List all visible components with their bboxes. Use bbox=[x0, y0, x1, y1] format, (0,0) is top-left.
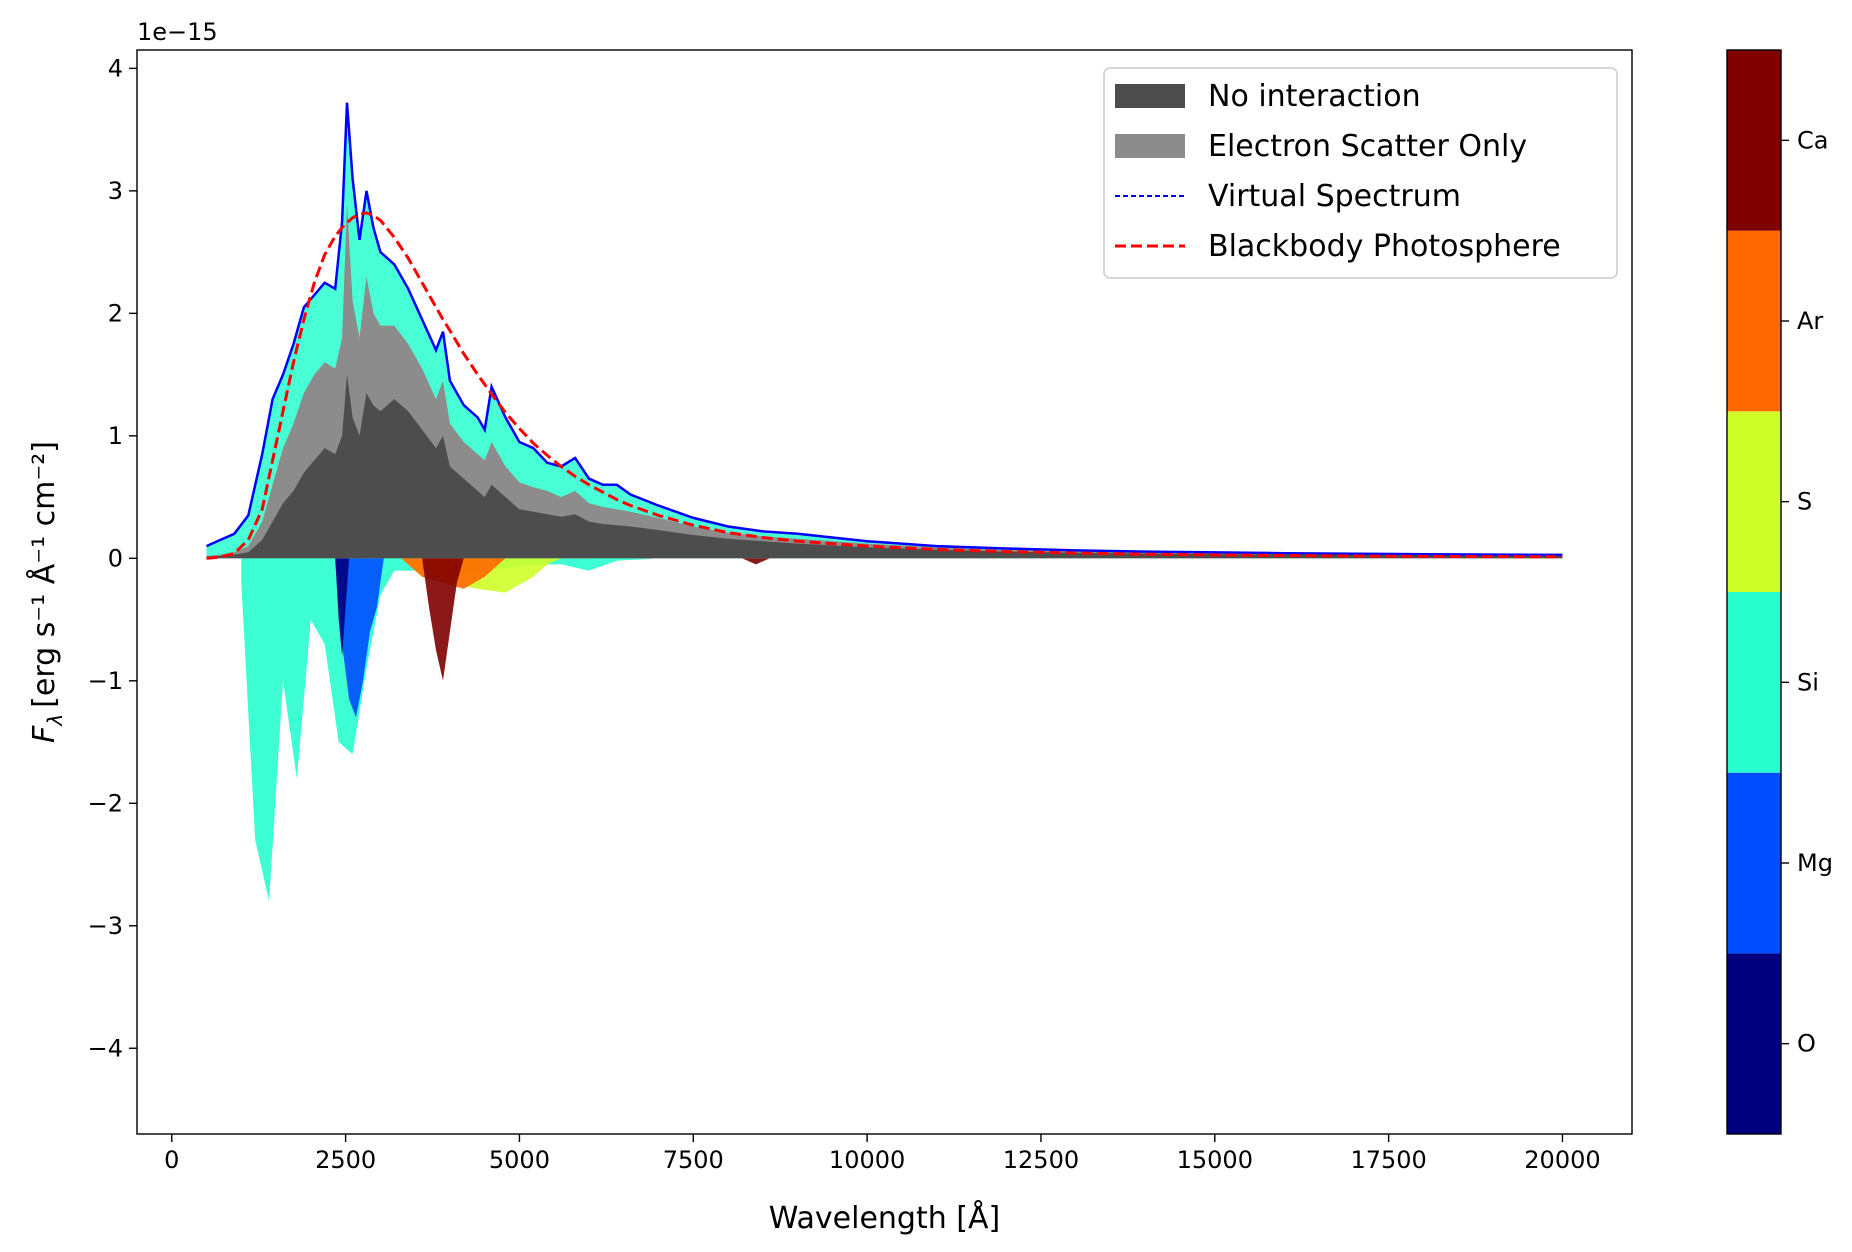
x-axis-label: Wavelength [Å] bbox=[769, 1200, 1000, 1236]
element-area-negative-o bbox=[335, 558, 350, 657]
plot-frame bbox=[136, 49, 1633, 1135]
x-tick-label: 10000 bbox=[829, 1146, 905, 1174]
colorbar-segment-s bbox=[1727, 411, 1781, 592]
legend-box bbox=[1103, 67, 1618, 279]
y-axis-ticks: −4 −3 −2 −1 0 1 2 3 4 bbox=[88, 54, 137, 1062]
legend-label-virtual-spectrum: Virtual Spectrum bbox=[1208, 179, 1461, 214]
colorbar-segment-o bbox=[1727, 953, 1781, 1134]
colorbar: O Mg Si S Ar Ca bbox=[1726, 49, 1833, 1135]
colorbar-label: Mg bbox=[1797, 849, 1833, 877]
colorbar-segment-ca bbox=[1727, 50, 1781, 231]
y-tick-label: −1 bbox=[88, 667, 123, 695]
colorbar-frame bbox=[1726, 49, 1782, 1135]
y-tick-label: 3 bbox=[108, 177, 123, 205]
line-blackbody-photosphere bbox=[206, 211, 1563, 560]
x-tick-label: 2500 bbox=[315, 1146, 376, 1174]
colorbar-segment-ar bbox=[1727, 230, 1781, 412]
colorbar-segment-mg bbox=[1727, 772, 1781, 954]
legend-label-no-interaction: No interaction bbox=[1208, 79, 1421, 114]
y-axis-label-units: [erg s⁻¹ Å⁻¹ cm⁻²] bbox=[26, 441, 62, 708]
colorbar-label: Ar bbox=[1797, 307, 1823, 335]
colorbar-label: Si bbox=[1797, 668, 1819, 696]
y-axis-label: Fλ [erg s⁻¹ Å⁻¹ cm⁻²] bbox=[26, 441, 67, 743]
y-tick-label: 2 bbox=[108, 299, 123, 327]
legend-swatch-no-interaction bbox=[1115, 84, 1185, 108]
y-tick-label: 1 bbox=[108, 422, 123, 450]
y-offset-label: 1e−15 bbox=[137, 18, 218, 46]
colorbar-segment-si bbox=[1727, 592, 1781, 773]
y-tick-label: −2 bbox=[88, 789, 123, 817]
legend-label-blackbody: Blackbody Photosphere bbox=[1208, 229, 1561, 264]
legend-label-electron-scatter: Electron Scatter Only bbox=[1208, 129, 1527, 164]
y-tick-label: −3 bbox=[88, 912, 123, 940]
y-tick-label: 0 bbox=[108, 544, 123, 572]
line-virtual-spectrum bbox=[205, 102, 1563, 557]
colorbar-label: Ca bbox=[1797, 126, 1828, 154]
legend: No interaction Electron Scatter Only Vir… bbox=[1103, 67, 1618, 279]
colorbar-label: S bbox=[1797, 488, 1812, 516]
y-axis-label-subscript: λ bbox=[43, 714, 67, 727]
x-tick-label: 0 bbox=[164, 1146, 179, 1174]
element-area-negative-ca bbox=[422, 558, 770, 681]
x-tick-label: 20000 bbox=[1524, 1146, 1600, 1174]
y-tick-label: 4 bbox=[108, 54, 123, 82]
element-area-negative-mg bbox=[335, 558, 384, 718]
colorbar-label: O bbox=[1797, 1030, 1816, 1058]
plot-area bbox=[205, 102, 1563, 902]
x-axis-ticks: 0 2500 5000 7500 10000 12500 15000 17500 20000 bbox=[164, 1134, 1601, 1174]
x-tick-label: 5000 bbox=[489, 1146, 550, 1174]
x-tick-label: 17500 bbox=[1350, 1146, 1426, 1174]
area-no-interaction bbox=[206, 374, 1563, 559]
x-tick-label: 12500 bbox=[1003, 1146, 1079, 1174]
y-tick-label: −4 bbox=[88, 1034, 123, 1062]
x-tick-label: 7500 bbox=[663, 1146, 724, 1174]
y-axis-label-symbol: F bbox=[27, 725, 62, 743]
legend-swatch-electron-scatter bbox=[1115, 134, 1185, 158]
x-tick-label: 15000 bbox=[1177, 1146, 1253, 1174]
